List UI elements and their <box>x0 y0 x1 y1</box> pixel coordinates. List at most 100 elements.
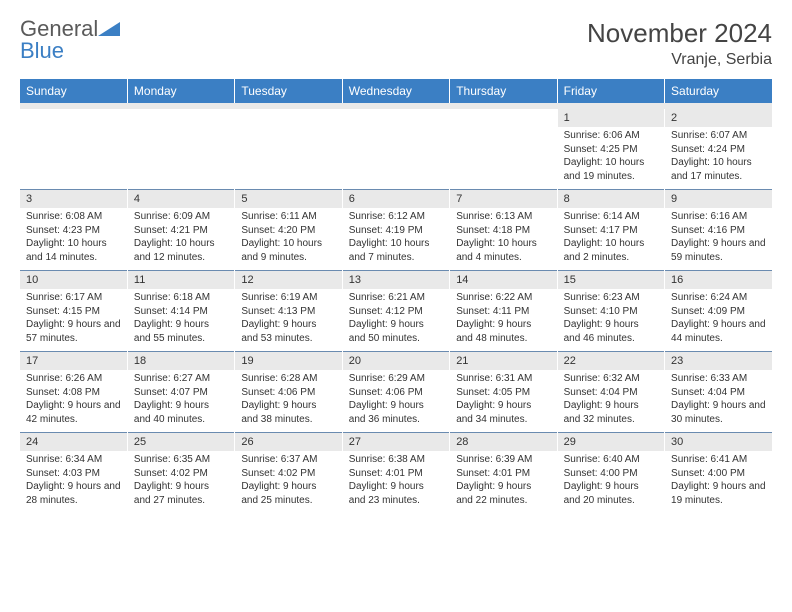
day-cell: 7Sunrise: 6:13 AMSunset: 4:18 PMDaylight… <box>450 189 557 270</box>
day-content <box>128 115 234 171</box>
day-content: Sunrise: 6:07 AMSunset: 4:24 PMDaylight:… <box>665 127 772 189</box>
day-cell: 25Sunrise: 6:35 AMSunset: 4:02 PMDayligh… <box>127 432 234 513</box>
day-cell: 6Sunrise: 6:12 AMSunset: 4:19 PMDaylight… <box>342 189 449 270</box>
day-content: Sunrise: 6:40 AMSunset: 4:00 PMDaylight:… <box>558 451 664 513</box>
day-number: 2 <box>665 109 772 127</box>
daylight-text: Daylight: 9 hours and 19 minutes. <box>671 480 766 507</box>
sunset-text: Sunset: 4:09 PM <box>671 305 766 319</box>
day-content: Sunrise: 6:33 AMSunset: 4:04 PMDaylight:… <box>665 370 772 432</box>
sunrise-text: Sunrise: 6:34 AM <box>26 453 121 467</box>
day-content: Sunrise: 6:28 AMSunset: 4:06 PMDaylight:… <box>235 370 341 432</box>
day-number: 7 <box>450 189 556 208</box>
sunrise-text: Sunrise: 6:32 AM <box>564 372 658 386</box>
day-cell: 24Sunrise: 6:34 AMSunset: 4:03 PMDayligh… <box>20 432 127 513</box>
day-cell: 10Sunrise: 6:17 AMSunset: 4:15 PMDayligh… <box>20 270 127 351</box>
day-header: Saturday <box>665 79 772 103</box>
sunset-text: Sunset: 4:19 PM <box>349 224 443 238</box>
page-header: General Blue November 2024 Vranje, Serbi… <box>20 18 772 69</box>
sunset-text: Sunset: 4:04 PM <box>564 386 658 400</box>
week-row: 1Sunrise: 6:06 AMSunset: 4:25 PMDaylight… <box>20 109 772 189</box>
day-content: Sunrise: 6:17 AMSunset: 4:15 PMDaylight:… <box>20 289 127 351</box>
daylight-text: Daylight: 10 hours and 2 minutes. <box>564 237 658 264</box>
daylight-text: Daylight: 9 hours and 48 minutes. <box>456 318 550 345</box>
sunrise-text: Sunrise: 6:24 AM <box>671 291 766 305</box>
sunset-text: Sunset: 4:01 PM <box>456 467 550 481</box>
daylight-text: Daylight: 10 hours and 9 minutes. <box>241 237 335 264</box>
day-cell: 28Sunrise: 6:39 AMSunset: 4:01 PMDayligh… <box>450 432 557 513</box>
day-content: Sunrise: 6:22 AMSunset: 4:11 PMDaylight:… <box>450 289 556 351</box>
sunset-text: Sunset: 4:16 PM <box>671 224 766 238</box>
day-content: Sunrise: 6:12 AMSunset: 4:19 PMDaylight:… <box>343 208 449 270</box>
logo-triangle-icon <box>98 18 120 40</box>
sunrise-text: Sunrise: 6:16 AM <box>671 210 766 224</box>
day-cell: 17Sunrise: 6:26 AMSunset: 4:08 PMDayligh… <box>20 351 127 432</box>
day-cell <box>127 109 234 189</box>
sunset-text: Sunset: 4:20 PM <box>241 224 335 238</box>
day-cell: 14Sunrise: 6:22 AMSunset: 4:11 PMDayligh… <box>450 270 557 351</box>
sunset-text: Sunset: 4:14 PM <box>134 305 228 319</box>
sunrise-text: Sunrise: 6:22 AM <box>456 291 550 305</box>
day-number: 14 <box>450 270 556 289</box>
sunrise-text: Sunrise: 6:06 AM <box>564 129 658 143</box>
daylight-text: Daylight: 9 hours and 25 minutes. <box>241 480 335 507</box>
day-header: Monday <box>127 79 234 103</box>
sunrise-text: Sunrise: 6:40 AM <box>564 453 658 467</box>
day-content: Sunrise: 6:16 AMSunset: 4:16 PMDaylight:… <box>665 208 772 270</box>
sunrise-text: Sunrise: 6:37 AM <box>241 453 335 467</box>
day-cell: 18Sunrise: 6:27 AMSunset: 4:07 PMDayligh… <box>127 351 234 432</box>
daylight-text: Daylight: 10 hours and 12 minutes. <box>134 237 228 264</box>
sunrise-text: Sunrise: 6:27 AM <box>134 372 228 386</box>
day-cell: 22Sunrise: 6:32 AMSunset: 4:04 PMDayligh… <box>557 351 664 432</box>
day-number: 8 <box>558 189 664 208</box>
sunrise-text: Sunrise: 6:28 AM <box>241 372 335 386</box>
day-number: 26 <box>235 432 341 451</box>
day-content: Sunrise: 6:23 AMSunset: 4:10 PMDaylight:… <box>558 289 664 351</box>
day-content <box>20 115 127 171</box>
daylight-text: Daylight: 10 hours and 4 minutes. <box>456 237 550 264</box>
day-number: 24 <box>20 432 127 451</box>
day-cell: 15Sunrise: 6:23 AMSunset: 4:10 PMDayligh… <box>557 270 664 351</box>
day-number: 19 <box>235 351 341 370</box>
day-cell: 30Sunrise: 6:41 AMSunset: 4:00 PMDayligh… <box>665 432 772 513</box>
day-cell: 2Sunrise: 6:07 AMSunset: 4:24 PMDaylight… <box>665 109 772 189</box>
day-cell: 13Sunrise: 6:21 AMSunset: 4:12 PMDayligh… <box>342 270 449 351</box>
day-number: 9 <box>665 189 772 208</box>
location: Vranje, Serbia <box>587 51 772 69</box>
day-cell: 9Sunrise: 6:16 AMSunset: 4:16 PMDaylight… <box>665 189 772 270</box>
daylight-text: Daylight: 10 hours and 14 minutes. <box>26 237 121 264</box>
day-cell <box>235 109 342 189</box>
day-header: Tuesday <box>235 79 342 103</box>
daylight-text: Daylight: 9 hours and 53 minutes. <box>241 318 335 345</box>
title-block: November 2024 Vranje, Serbia <box>587 18 772 69</box>
day-header: Sunday <box>20 79 127 103</box>
day-number: 21 <box>450 351 556 370</box>
day-number: 27 <box>343 432 449 451</box>
sunset-text: Sunset: 4:24 PM <box>671 143 766 157</box>
day-cell: 23Sunrise: 6:33 AMSunset: 4:04 PMDayligh… <box>665 351 772 432</box>
day-content: Sunrise: 6:11 AMSunset: 4:20 PMDaylight:… <box>235 208 341 270</box>
daylight-text: Daylight: 9 hours and 57 minutes. <box>26 318 121 345</box>
day-cell: 1Sunrise: 6:06 AMSunset: 4:25 PMDaylight… <box>557 109 664 189</box>
day-number: 3 <box>20 189 127 208</box>
day-number: 17 <box>20 351 127 370</box>
sunset-text: Sunset: 4:02 PM <box>134 467 228 481</box>
week-row: 24Sunrise: 6:34 AMSunset: 4:03 PMDayligh… <box>20 432 772 513</box>
daylight-text: Daylight: 9 hours and 50 minutes. <box>349 318 443 345</box>
sunset-text: Sunset: 4:12 PM <box>349 305 443 319</box>
sunset-text: Sunset: 4:10 PM <box>564 305 658 319</box>
day-cell <box>450 109 557 189</box>
day-number: 5 <box>235 189 341 208</box>
day-cell: 26Sunrise: 6:37 AMSunset: 4:02 PMDayligh… <box>235 432 342 513</box>
day-number: 30 <box>665 432 772 451</box>
day-header: Wednesday <box>342 79 449 103</box>
day-cell <box>20 109 127 189</box>
sunset-text: Sunset: 4:18 PM <box>456 224 550 238</box>
day-cell: 3Sunrise: 6:08 AMSunset: 4:23 PMDaylight… <box>20 189 127 270</box>
day-number: 29 <box>558 432 664 451</box>
day-content: Sunrise: 6:41 AMSunset: 4:00 PMDaylight:… <box>665 451 772 513</box>
day-number: 6 <box>343 189 449 208</box>
sunrise-text: Sunrise: 6:26 AM <box>26 372 121 386</box>
day-content <box>343 115 449 171</box>
day-cell: 12Sunrise: 6:19 AMSunset: 4:13 PMDayligh… <box>235 270 342 351</box>
sunrise-text: Sunrise: 6:29 AM <box>349 372 443 386</box>
